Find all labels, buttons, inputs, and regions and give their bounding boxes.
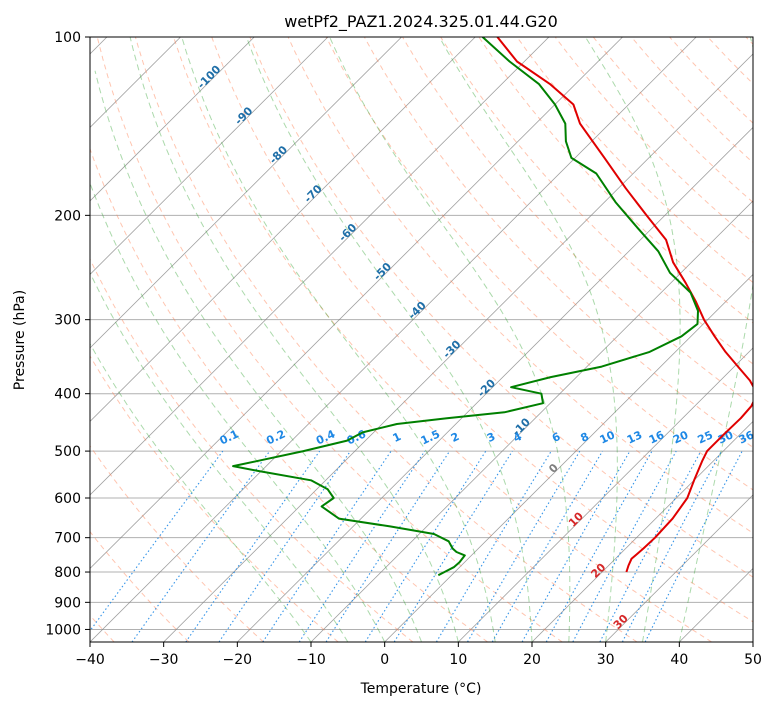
x-tick-label: 50 <box>744 652 762 668</box>
y-tick-label: 800 <box>54 565 81 581</box>
dry-adiabat <box>90 355 339 642</box>
mixing-ratio-line <box>185 450 321 642</box>
y-axis-label: Pressure (hPa) <box>12 290 28 390</box>
skewed-isotherm <box>605 494 753 642</box>
x-tick-label: −30 <box>149 652 179 668</box>
dry-adiabat <box>96 37 563 642</box>
x-axis: −40 −30 −20 −10 0 10 20 30 40 50 <box>75 642 762 668</box>
skewed-isotherm <box>458 347 753 642</box>
mixing-ratio-label: 25 <box>696 428 715 446</box>
mixing-ratio-line <box>521 450 631 642</box>
dry-adiabat <box>402 37 753 407</box>
mixing-ratio-line <box>262 450 392 642</box>
x-tick-label: 40 <box>670 652 688 668</box>
mixing-ratio-label: 13 <box>625 428 644 446</box>
chart-title: wetPf2_PAZ1.2024.325.01.44.G20 <box>284 12 558 32</box>
moist-adiabat <box>129 37 459 642</box>
x-tick-label: −40 <box>75 652 105 668</box>
skewed-isotherm <box>90 37 623 570</box>
y-tick-label: 200 <box>54 208 81 224</box>
moist-adiabat <box>181 37 496 642</box>
mixing-ratio-line <box>90 450 224 632</box>
mixing-ratio-line <box>393 450 513 642</box>
mixing-ratio-label: 36 <box>737 428 757 446</box>
skewed-isotherm <box>237 126 753 642</box>
skewed-isotherm <box>163 53 753 642</box>
dry-adiabat <box>249 37 753 578</box>
moist-adiabat <box>678 37 753 642</box>
moist-adiabat <box>94 70 422 642</box>
mixing-ratio-label: 10 <box>598 428 618 446</box>
moist-adiabat <box>329 37 571 642</box>
x-tick-label: 30 <box>597 652 615 668</box>
mixing-ratio-label: 30 <box>716 428 736 446</box>
plot-frame <box>89 36 754 643</box>
y-tick-label: 100 <box>54 30 81 46</box>
temperature-profile-line <box>496 37 753 573</box>
y-tick-label: 500 <box>54 444 81 460</box>
profile-lines <box>232 37 753 577</box>
x-tick-label: −20 <box>223 652 253 668</box>
skewed-isotherm <box>90 37 550 496</box>
y-axis: 100 200 300 400 500 600 700 800 900 1000 <box>45 30 90 638</box>
mixing-ratio-line <box>644 450 743 642</box>
x-tick-label: 10 <box>449 652 467 668</box>
skewed-isotherm <box>90 37 255 202</box>
moist-adiabat <box>90 181 386 642</box>
dry-adiabat <box>134 37 638 642</box>
y-tick-label: 1000 <box>45 622 81 638</box>
mixing-ratio-line <box>325 450 451 642</box>
skewed-isotherm <box>90 37 329 275</box>
skewed-isotherm <box>90 37 476 423</box>
dry-adiabat <box>363 37 753 449</box>
dry-adiabat <box>440 37 753 365</box>
dry-adiabat <box>211 37 753 623</box>
y-tick-label: 300 <box>54 313 81 329</box>
mixing-ratio-line <box>364 450 487 642</box>
plot-area: -100-90-80-70-60-50-40-30-20-10010203040… <box>90 37 757 642</box>
x-tick-label: 0 <box>380 652 389 668</box>
y-tick-label: 900 <box>54 595 81 611</box>
skewed-isotherm <box>90 37 402 349</box>
skewed-isotherm <box>90 37 697 642</box>
background-lines <box>90 37 753 642</box>
mixing-ratio-line <box>131 450 271 642</box>
y-tick-label: 600 <box>54 491 81 507</box>
skewed-isotherm <box>384 273 753 642</box>
dewpoint-profile-line <box>232 37 699 577</box>
skewed-isotherm <box>531 420 753 642</box>
mixing-ratio-label: 20 <box>671 428 691 446</box>
y-tick-label: 400 <box>54 387 81 403</box>
skewed-isotherm <box>310 200 753 642</box>
mixing-ratio-line <box>298 450 426 642</box>
x-tick-label: −10 <box>296 652 326 668</box>
moist-adiabat <box>245 37 533 642</box>
mixing-ratio-line <box>545 450 653 642</box>
moist-adiabat <box>90 342 312 642</box>
mixing-ratio-line <box>572 450 677 642</box>
dry-adiabat <box>325 37 753 491</box>
mixing-ratio-line <box>218 450 351 642</box>
dry-adiabat <box>90 530 190 642</box>
y-tick-label: 700 <box>54 531 81 547</box>
x-axis-label: Temperature (°C) <box>360 681 482 697</box>
dry-adiabat <box>90 258 414 642</box>
moist-adiabat <box>438 37 618 642</box>
mixing-ratio-label: 16 <box>647 428 667 446</box>
x-tick-label: 20 <box>523 652 541 668</box>
